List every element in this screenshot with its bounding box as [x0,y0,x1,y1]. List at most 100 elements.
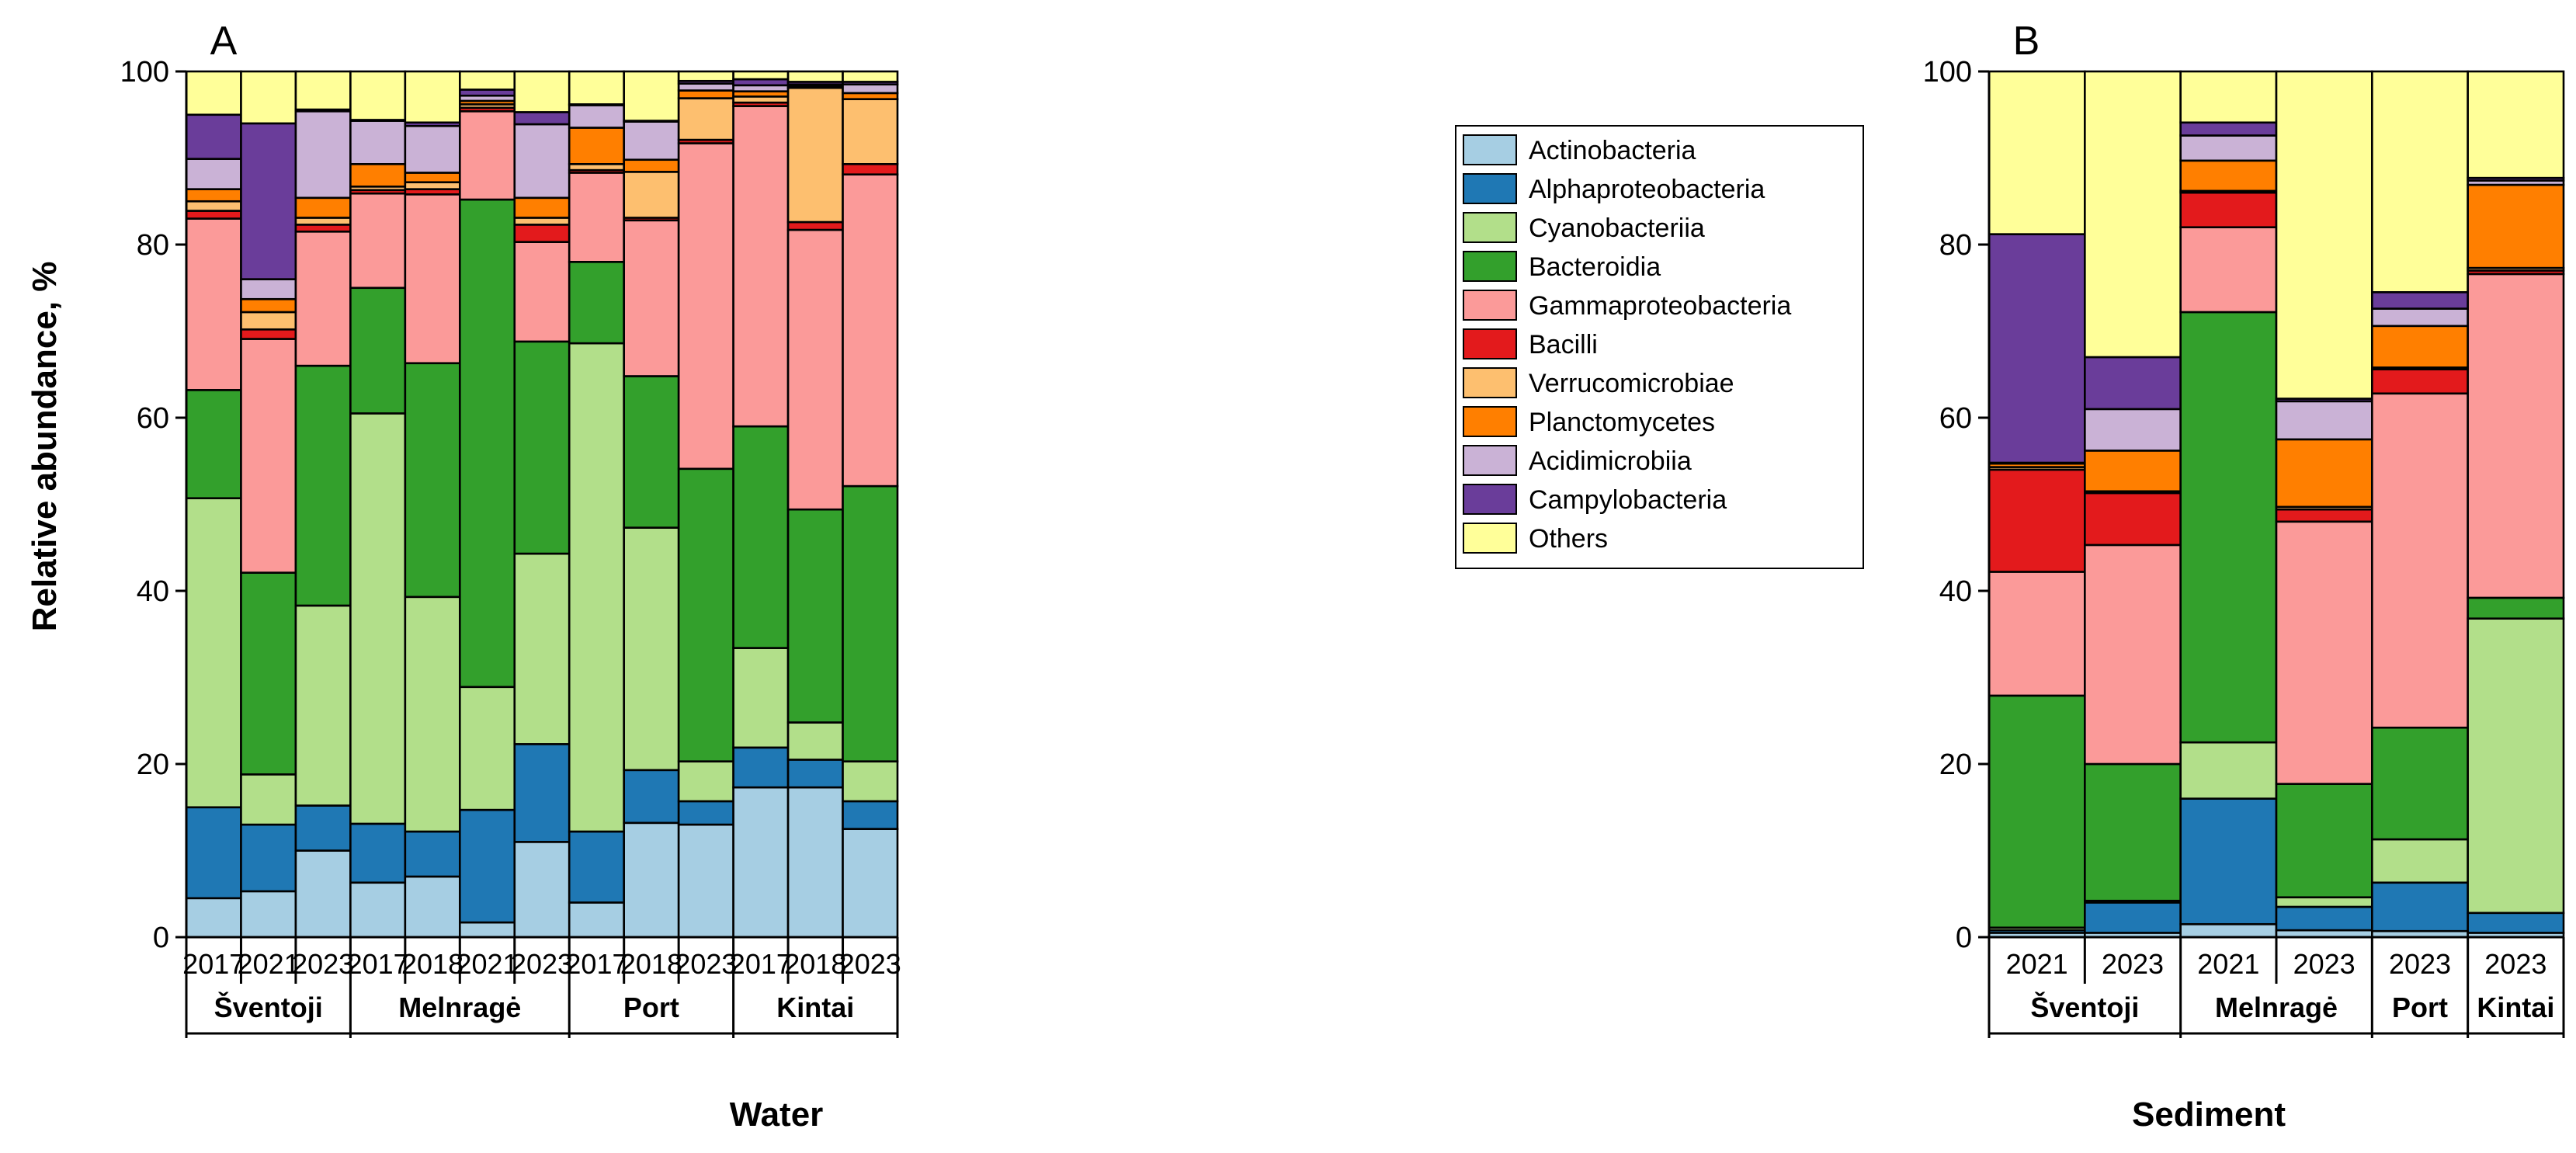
panel-label-b: B [2013,19,2040,64]
water-category-label: 2023 [675,948,737,980]
water-bar-verrucomicrobiae-10 [677,97,734,141]
water-bar-alphaproteobacteria-7 [513,743,571,843]
water-bar-actinobacteria-11 [732,786,790,939]
legend-label-verrucomicrobiae: Verrucomicrobiae [1529,369,1734,398]
water-category-label: 2023 [511,948,573,980]
sediment-category-label: 2023 [2484,948,2546,980]
sediment-bar-bacteroidia-6 [2467,596,2565,620]
water-y-tick-label: 100 [120,56,169,89]
sediment-group-label-sventoji: Šventoji [2030,991,2139,1023]
sediment-bar-bacteroidia-2 [2084,762,2182,902]
legend-label-planctomycetes: Planctomycetes [1529,408,1715,437]
sediment-bar-acidimicrobiia-3 [2179,134,2278,162]
legend-swatch-planctomycetes [1463,406,1517,437]
water-category-label: 2018 [784,948,846,980]
water-bar-bacilli-1 [185,210,242,220]
water-bar-cyanobacteriia-10 [677,760,734,803]
sediment-bar-bacteroidia-4 [2275,783,2373,899]
sediment-category-label: 2021 [2197,948,2259,980]
water-bar-cyanobacteriia-9 [623,526,680,772]
water-category-label: 2017 [565,948,627,980]
sediment-bar-alphaproteobacteria-2 [2084,901,2182,934]
sediment-y-tick-label: 80 [1939,229,1972,262]
legend-label-bacilli: Bacilli [1529,330,1598,359]
water-bar-actinobacteria-10 [677,823,734,939]
water-bar-actinobacteria-4 [349,881,407,939]
water-bar-gammaproteobacteria-13 [842,173,899,488]
water-bar-acidimicrobiia-3 [294,109,352,200]
sediment-group-label-port: Port [2392,992,2448,1023]
sediment-bar-gammaproteobacteria-4 [2275,520,2373,785]
water-bar-verrucomicrobiae-13 [842,98,899,165]
x-axis-title-sediment: Sediment [2132,1096,2286,1134]
sediment-bar-acidimicrobiia-5 [2371,307,2469,328]
water-bar-alphaproteobacteria-4 [349,822,407,884]
sediment-bar-bacilli-3 [2179,191,2278,229]
sediment-bar-cyanobacteriia-6 [2467,617,2565,915]
legend-swatch-gammaproteobacteria [1463,290,1517,321]
sediment-bar-acidimicrobiia-4 [2275,400,2373,441]
sediment-bar-alphaproteobacteria-6 [2467,912,2565,934]
water-bar-gammaproteobacteria-11 [732,105,790,428]
panel-label-a: A [210,19,238,64]
water-bar-alphaproteobacteria-1 [185,806,242,900]
water-category-label: 2017 [347,948,409,980]
sediment-bar-acidimicrobiia-2 [2084,408,2182,452]
water-bar-bacteroidia-4 [349,287,407,415]
legend-label-gammaproteobacteria: Gammaproteobacteria [1529,291,1791,321]
panel-sediment: B 0 20 40 60 80 100 2021 2023 2021 2023 2023 2023 Šv… [1923,19,2565,1134]
sediment-bar-cyanobacteriia-3 [2179,741,2278,800]
sediment-category-label: 2023 [2293,948,2356,980]
water-bar-verrucomicrobiae-3 [294,217,352,226]
water-bar-gammaproteobacteria-7 [513,241,571,343]
sediment-bar-planctomycetes-6 [2467,183,2565,269]
water-bar-bacteroidia-13 [842,484,899,762]
sediment-bar-alphaproteobacteria-4 [2275,905,2373,932]
water-bar-cyanobacteriia-3 [294,604,352,807]
sediment-y-tick-label: 100 [1923,56,1972,89]
water-bar-actinobacteria-7 [513,841,571,939]
sediment-category-label: 2021 [2006,948,2068,980]
water-bar-alphaproteobacteria-3 [294,804,352,852]
sediment-bar-others-2 [2084,70,2182,359]
water-bar-planctomycetes-2 [240,297,297,314]
water-bar-actinobacteria-3 [294,849,352,939]
water-bar-actinobacteria-2 [240,890,297,939]
sediment-bar-actinobacteria-3 [2179,922,2278,939]
legend-label-cyanobacteriia: Cyanobacteriia [1529,214,1705,243]
sediment-group-label-melnrage: Melnragė [2215,992,2338,1023]
water-bar-others-7 [513,70,571,113]
sediment-axis: 0 20 40 60 80 100 2021 2023 2021 2023 2023 2023 Šven… [1923,56,2565,1038]
sediment-bar-alphaproteobacteria-3 [2179,797,2278,926]
water-y-tick-label: 40 [137,575,169,608]
water-group-label-kintai: Kintai [776,992,854,1023]
water-bar-planctomycetes-3 [294,196,352,219]
legend-swatch-others [1463,523,1517,554]
sediment-bar-campylobacteria-5 [2371,291,2469,310]
water-bar-acidimicrobiia-9 [623,120,680,161]
water-bar-cyanobacteriia-8 [568,342,625,833]
water-bar-alphaproteobacteria-8 [568,830,625,904]
water-bar-actinobacteria-13 [842,828,899,939]
water-bar-verrucomicrobiae-1 [185,200,242,212]
sediment-bar-gammaproteobacteria-5 [2371,392,2469,729]
water-bar-others-2 [240,70,297,125]
legend-box [1455,125,1864,569]
water-bar-planctomycetes-4 [349,163,407,188]
sediment-bars [1988,70,2565,939]
water-bar-acidimicrobiia-7 [513,123,571,200]
water-category-label: 2018 [401,948,463,980]
sediment-bar-gammaproteobacteria-6 [2467,273,2565,599]
water-category-label: 2017 [182,948,245,980]
water-bar-gammaproteobacteria-10 [677,142,734,471]
water-category-label: 2021 [456,948,518,980]
water-bar-actinobacteria-5 [404,875,461,939]
sediment-bar-gammaproteobacteria-2 [2084,544,2182,766]
legend-label-campylobacteria: Campylobacteria [1529,485,1727,515]
sediment-bar-campylobacteria-3 [2179,121,2278,137]
water-bar-alphaproteobacteria-10 [677,800,734,826]
water-bar-actinobacteria-1 [185,897,242,939]
legend-swatch-alphaproteobacteria [1463,173,1517,204]
water-bar-others-8 [568,70,625,106]
